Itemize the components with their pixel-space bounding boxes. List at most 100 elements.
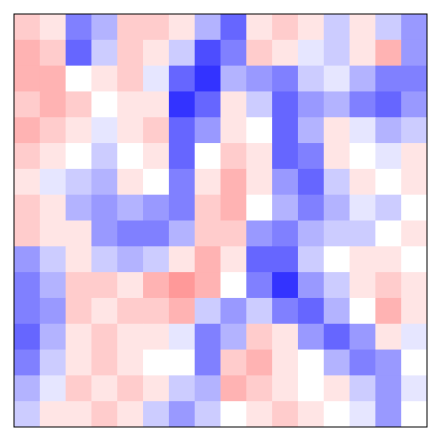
heatmap-cell bbox=[349, 65, 376, 92]
heatmap-cell bbox=[194, 91, 221, 118]
heatmap-cell bbox=[323, 117, 351, 144]
heatmap-cell bbox=[39, 14, 67, 41]
heatmap-cell bbox=[39, 65, 67, 92]
heatmap-cell bbox=[14, 323, 41, 351]
heatmap-cell bbox=[91, 401, 118, 428]
heatmap-cell bbox=[117, 272, 144, 299]
heatmap-cell bbox=[117, 39, 144, 67]
heatmap-cell bbox=[143, 14, 170, 41]
heatmap-cell bbox=[272, 14, 299, 41]
heatmap-cell bbox=[323, 14, 351, 41]
heatmap-cell bbox=[375, 117, 402, 144]
heatmap-cell bbox=[401, 220, 428, 247]
heatmap-cell bbox=[349, 143, 376, 170]
heatmap-cell bbox=[143, 143, 170, 170]
heatmap-cell bbox=[272, 39, 299, 67]
heatmap-cell bbox=[194, 297, 221, 325]
heatmap-cell bbox=[194, 375, 221, 402]
heatmap-cell bbox=[375, 91, 402, 118]
heatmap-cell bbox=[297, 349, 325, 376]
heatmap-cell bbox=[65, 143, 92, 170]
heatmap-cell bbox=[220, 65, 247, 92]
heatmap-cell bbox=[65, 272, 92, 299]
heatmap-cell bbox=[117, 168, 144, 196]
heatmap-cell bbox=[375, 168, 402, 196]
heatmap-cell bbox=[143, 39, 170, 67]
heatmap-cell bbox=[323, 220, 351, 247]
heatmap-cell bbox=[91, 194, 118, 221]
heatmap-cell bbox=[168, 272, 196, 299]
heatmap-cell bbox=[323, 194, 351, 221]
heatmap-cell bbox=[220, 297, 247, 325]
heatmap-cell bbox=[272, 117, 299, 144]
heatmap-cell bbox=[349, 375, 376, 402]
heatmap-cell bbox=[272, 168, 299, 196]
heatmap-cell bbox=[246, 401, 273, 428]
heatmap-cell bbox=[272, 401, 299, 428]
heatmap-cell bbox=[194, 168, 221, 196]
heatmap-cell bbox=[375, 349, 402, 376]
heatmap-cell bbox=[143, 297, 170, 325]
heatmap-cell bbox=[375, 401, 402, 428]
heatmap-cell bbox=[272, 297, 299, 325]
heatmap-cell bbox=[401, 91, 428, 118]
heatmap-cell bbox=[220, 220, 247, 247]
heatmap-cell bbox=[194, 117, 221, 144]
heatmap-cell bbox=[194, 246, 221, 273]
heatmap-cell bbox=[39, 194, 67, 221]
heatmap-cell bbox=[220, 246, 247, 273]
heatmap-cell bbox=[220, 91, 247, 118]
heatmap-cell bbox=[39, 401, 67, 428]
heatmap-cell bbox=[143, 375, 170, 402]
heatmap-cell bbox=[323, 246, 351, 273]
heatmap-cell bbox=[143, 272, 170, 299]
heatmap-cell bbox=[65, 65, 92, 92]
heatmap-cell bbox=[168, 349, 196, 376]
heatmap-cell bbox=[401, 323, 428, 351]
heatmap-cell bbox=[117, 375, 144, 402]
heatmap-cell bbox=[246, 117, 273, 144]
heatmap-cell bbox=[194, 272, 221, 299]
heatmap-cell bbox=[143, 117, 170, 144]
heatmap-cell bbox=[168, 14, 196, 41]
heatmap-cell bbox=[194, 323, 221, 351]
heatmap-cell bbox=[246, 272, 273, 299]
heatmap-cell bbox=[194, 39, 221, 67]
heatmap-cell bbox=[375, 272, 402, 299]
heatmap-cell bbox=[220, 401, 247, 428]
heatmap-cell bbox=[349, 246, 376, 273]
heatmap-cell bbox=[375, 194, 402, 221]
heatmap-cell bbox=[401, 143, 428, 170]
heatmap-cell bbox=[65, 349, 92, 376]
heatmap-cell bbox=[168, 401, 196, 428]
heatmap-cell bbox=[246, 297, 273, 325]
heatmap-cell bbox=[323, 91, 351, 118]
heatmap-cell bbox=[297, 375, 325, 402]
heatmap-cell bbox=[143, 401, 170, 428]
heatmap-cell bbox=[349, 91, 376, 118]
heatmap-cell bbox=[220, 272, 247, 299]
heatmap-cell bbox=[323, 272, 351, 299]
heatmap-cell bbox=[65, 323, 92, 351]
heatmap-cell bbox=[168, 375, 196, 402]
heatmap-cell bbox=[220, 143, 247, 170]
heatmap-cell bbox=[272, 91, 299, 118]
heatmap-cell bbox=[401, 39, 428, 67]
heatmap-cell bbox=[220, 14, 247, 41]
heatmap-cell bbox=[246, 14, 273, 41]
heatmap-cell bbox=[14, 143, 41, 170]
heatmap-cell bbox=[272, 375, 299, 402]
heatmap-cell bbox=[117, 91, 144, 118]
heatmap-cell bbox=[117, 246, 144, 273]
heatmap-cell bbox=[297, 14, 325, 41]
heatmap-cell bbox=[297, 117, 325, 144]
heatmap-cell bbox=[246, 91, 273, 118]
heatmap-cell bbox=[14, 14, 41, 41]
heatmap-cell bbox=[117, 220, 144, 247]
heatmap-cell bbox=[349, 14, 376, 41]
heatmap-cell bbox=[297, 143, 325, 170]
heatmap-cell bbox=[65, 375, 92, 402]
heatmap-cell bbox=[14, 349, 41, 376]
heatmap-cell bbox=[39, 117, 67, 144]
